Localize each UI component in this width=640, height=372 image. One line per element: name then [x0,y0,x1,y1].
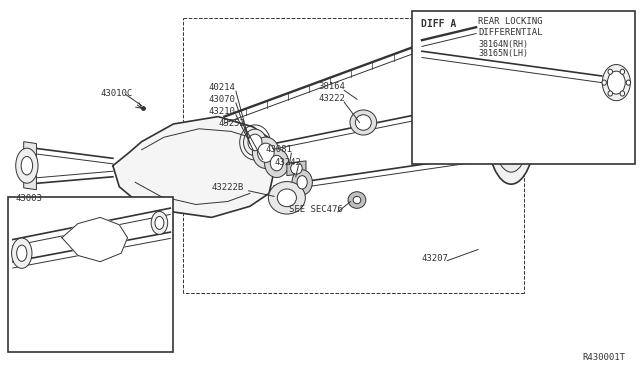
Ellipse shape [497,149,504,156]
Ellipse shape [353,196,361,204]
Text: 43210: 43210 [209,107,236,116]
Ellipse shape [291,162,302,174]
Ellipse shape [248,134,262,151]
Text: 43003: 43003 [15,194,42,203]
Ellipse shape [608,69,612,74]
Ellipse shape [608,91,612,96]
Ellipse shape [252,137,279,169]
Ellipse shape [493,89,530,172]
Ellipse shape [297,176,307,189]
Text: SEE SEC476: SEE SEC476 [289,205,343,214]
Ellipse shape [151,211,168,234]
Ellipse shape [268,182,305,214]
Ellipse shape [497,105,504,113]
Text: DIFFERENTIAL: DIFFERENTIAL [478,28,543,36]
Ellipse shape [487,77,535,184]
Text: 43222: 43222 [319,94,346,103]
Ellipse shape [348,192,366,208]
Ellipse shape [518,149,525,156]
Bar [412,11,636,164]
Ellipse shape [355,115,371,130]
Text: 43070: 43070 [209,95,236,104]
Ellipse shape [16,148,38,183]
Ellipse shape [602,64,630,101]
Ellipse shape [277,189,296,207]
Text: 40214: 40214 [209,83,236,92]
Ellipse shape [518,105,525,113]
Ellipse shape [270,155,283,171]
Ellipse shape [602,80,607,85]
Ellipse shape [21,157,33,175]
Polygon shape [62,217,127,262]
Text: 43010C: 43010C [100,89,132,97]
Ellipse shape [292,170,312,195]
Ellipse shape [487,127,493,134]
Text: 38164: 38164 [319,82,346,91]
Text: 43207: 43207 [422,254,449,263]
Bar [8,197,173,352]
Text: REAR LOCKING: REAR LOCKING [478,17,543,26]
Text: 38164N(RH): 38164N(RH) [478,40,528,49]
Text: R430001T: R430001T [583,353,626,362]
Ellipse shape [12,238,32,268]
Ellipse shape [626,80,630,85]
Text: 43252: 43252 [218,119,245,128]
Ellipse shape [244,129,266,156]
Ellipse shape [264,149,289,177]
Ellipse shape [620,69,625,74]
Text: 43222B: 43222B [212,183,244,192]
Polygon shape [24,142,36,190]
Text: 38165N(LH): 38165N(LH) [478,49,528,58]
Ellipse shape [155,217,164,230]
Ellipse shape [17,245,27,261]
Ellipse shape [607,71,625,94]
Ellipse shape [257,143,274,162]
Text: 43242: 43242 [274,158,301,167]
Ellipse shape [350,110,377,135]
Text: 43081: 43081 [266,145,292,154]
Polygon shape [287,161,306,176]
Ellipse shape [620,91,625,96]
Text: DIFF A: DIFF A [420,19,456,29]
Ellipse shape [529,127,536,134]
Polygon shape [113,116,275,217]
